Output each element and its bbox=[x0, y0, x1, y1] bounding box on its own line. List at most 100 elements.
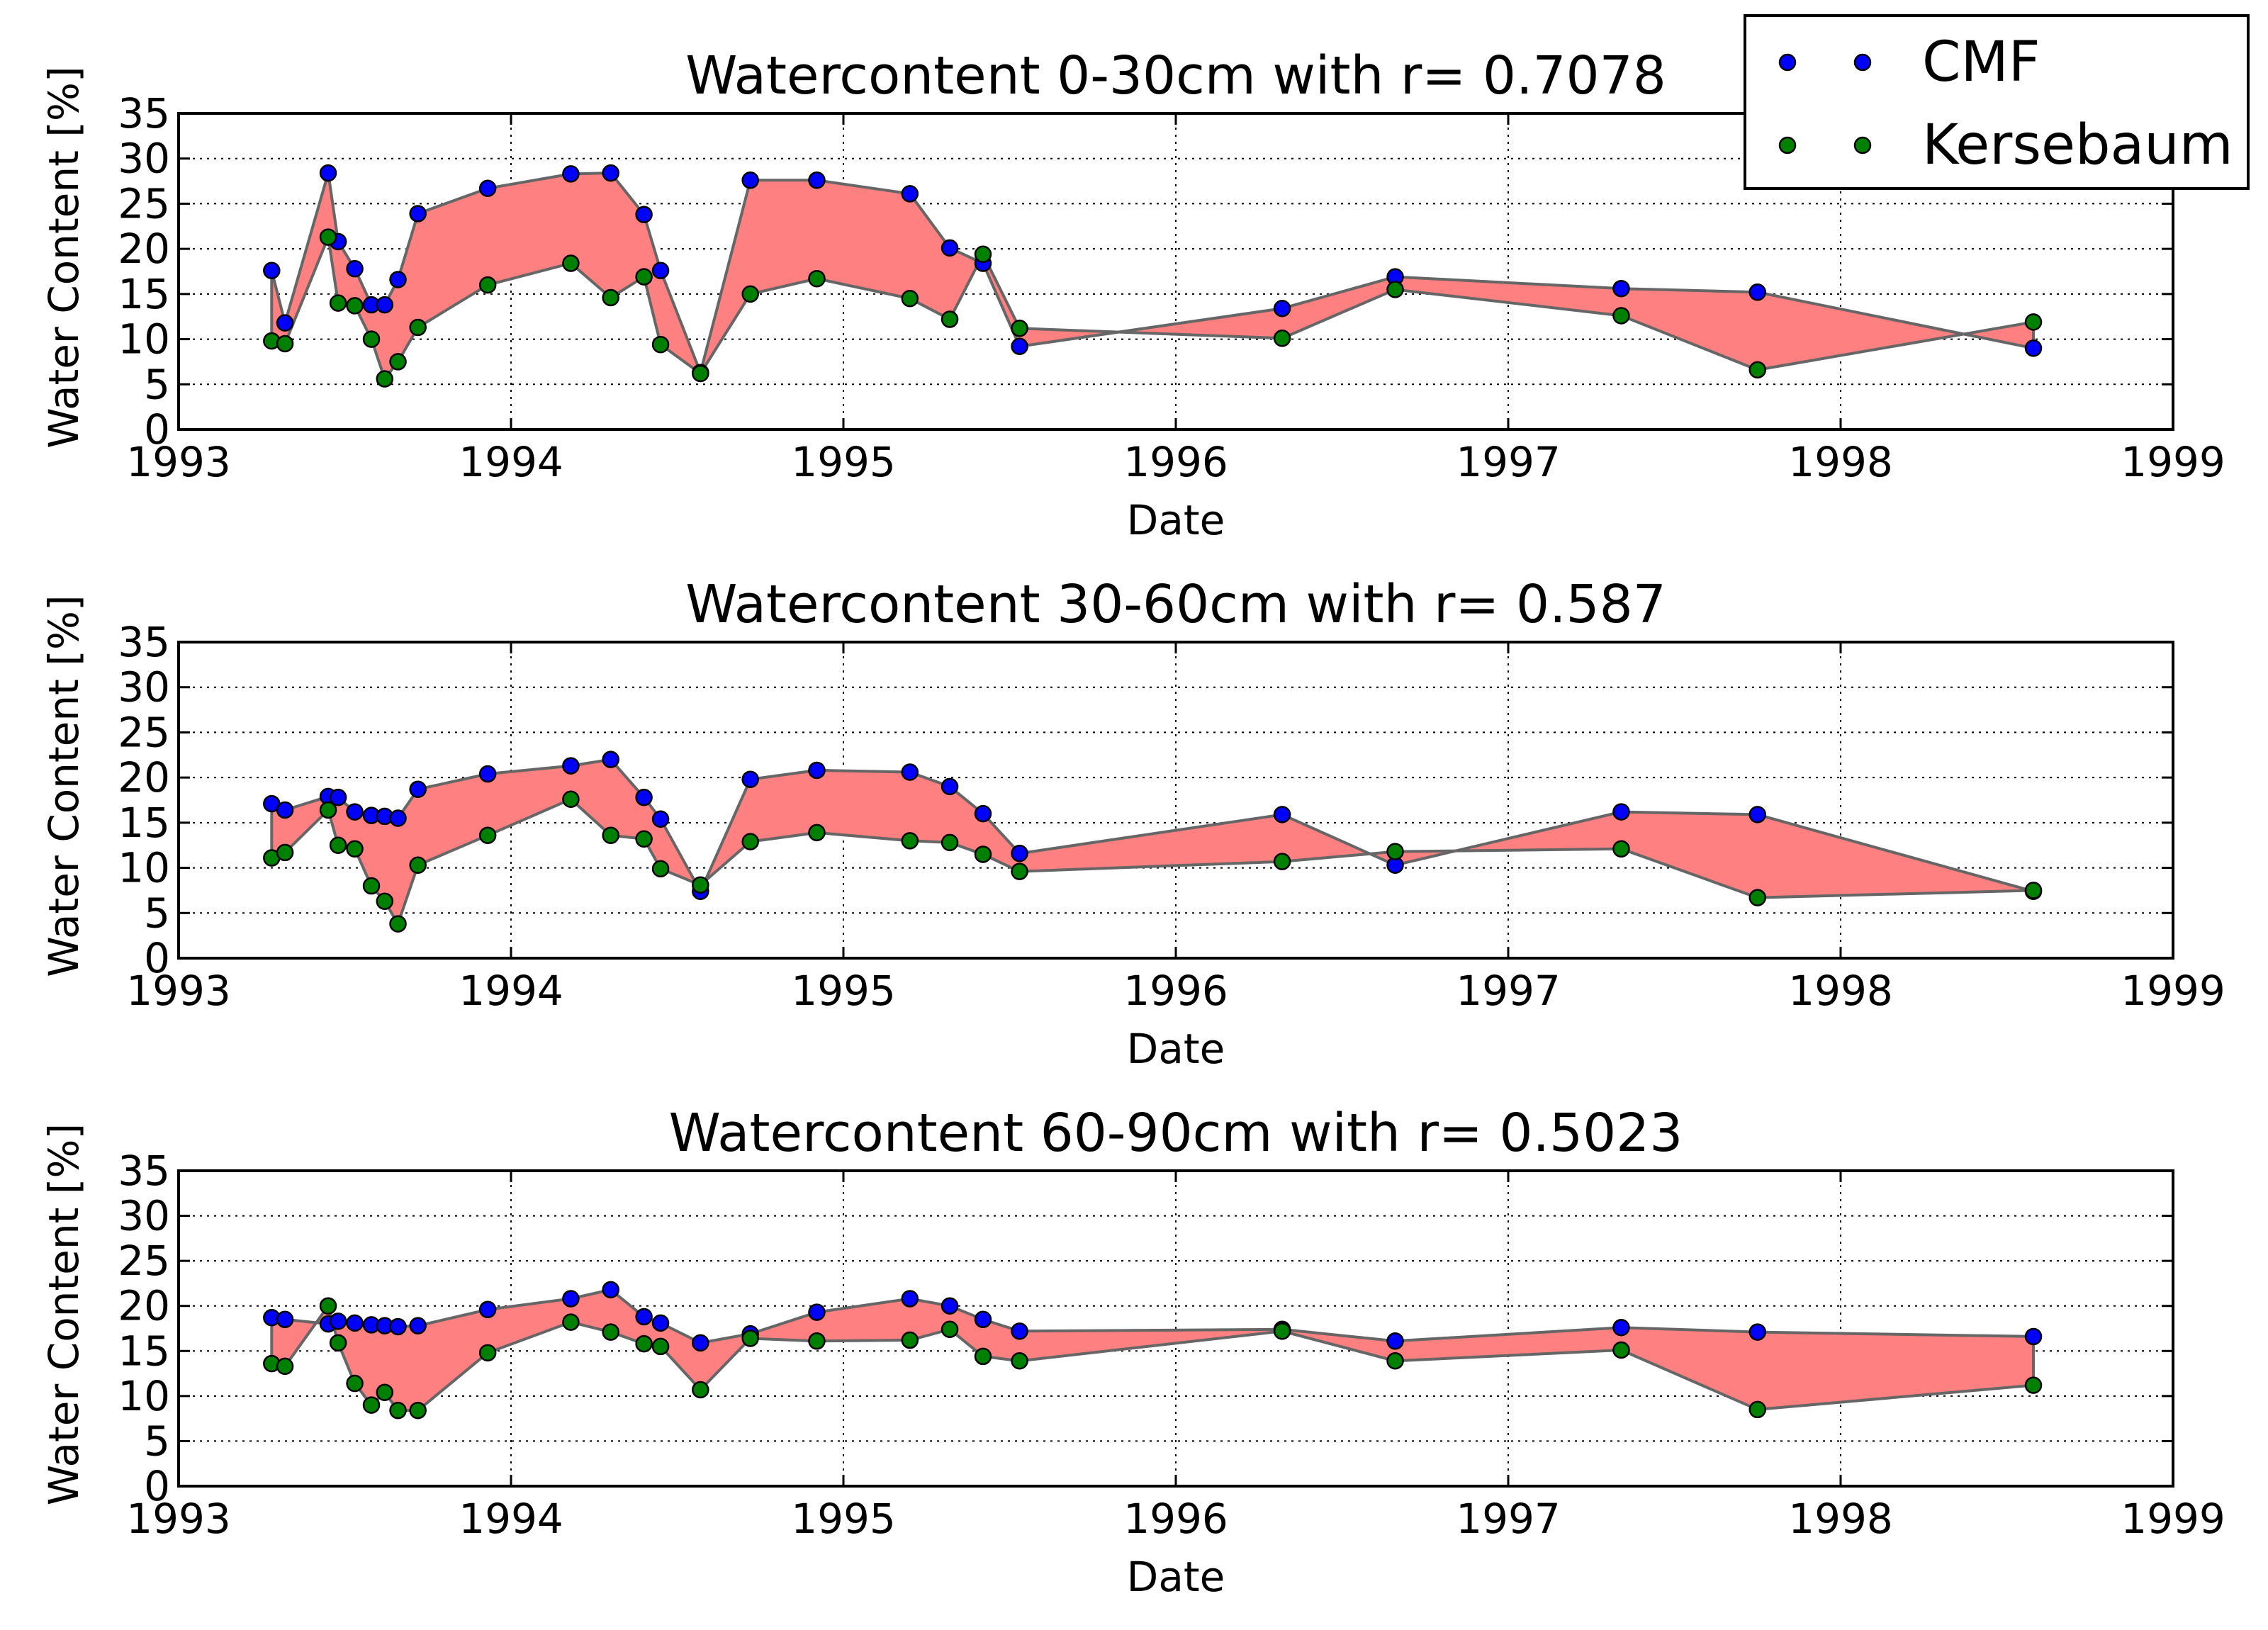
y-tick-label: 25 bbox=[118, 1237, 170, 1285]
marker-kersebaum bbox=[562, 254, 580, 272]
marker-kersebaum bbox=[409, 318, 427, 337]
y-tick-label: 5 bbox=[144, 360, 170, 408]
marker-cmf bbox=[974, 804, 992, 823]
marker-cmf bbox=[2024, 339, 2043, 357]
marker-cmf bbox=[319, 164, 337, 182]
marker-cmf bbox=[478, 179, 497, 198]
x-axis-label: Date bbox=[1127, 1025, 1225, 1073]
y-tick-label: 25 bbox=[118, 179, 170, 227]
marker-kersebaum bbox=[409, 856, 427, 874]
marker-cmf bbox=[651, 810, 670, 828]
marker-kersebaum bbox=[941, 833, 959, 852]
y-tick-label: 30 bbox=[118, 1192, 170, 1240]
marker-cmf bbox=[602, 751, 619, 768]
y-axis-label: Water Content [%] bbox=[40, 66, 88, 448]
marker-cmf bbox=[635, 788, 653, 806]
marker-kersebaum bbox=[602, 1323, 619, 1341]
marker-cmf bbox=[1273, 299, 1291, 317]
x-tick-label: 1998 bbox=[1788, 1495, 1893, 1543]
marker-kersebaum bbox=[2024, 313, 2043, 331]
marker-kersebaum bbox=[692, 876, 709, 894]
marker-kersebaum bbox=[941, 310, 959, 328]
marker-kersebaum bbox=[329, 294, 347, 312]
marker-cmf bbox=[808, 761, 826, 780]
x-tick-label: 1994 bbox=[459, 438, 563, 486]
legend-marker-cmf bbox=[1778, 53, 1797, 72]
marker-cmf bbox=[346, 259, 364, 278]
marker-kersebaum bbox=[276, 335, 294, 353]
marker-kersebaum bbox=[346, 1374, 364, 1393]
marker-kersebaum bbox=[692, 1381, 709, 1399]
x-tick-label: 1993 bbox=[126, 967, 231, 1015]
y-tick-label: 20 bbox=[118, 1282, 170, 1330]
marker-cmf bbox=[1011, 337, 1028, 356]
series-kersebaum bbox=[263, 228, 2043, 388]
marker-cmf bbox=[409, 205, 427, 223]
marker-cmf bbox=[389, 1317, 407, 1336]
marker-kersebaum bbox=[635, 830, 653, 848]
marker-cmf bbox=[974, 1310, 992, 1329]
y-tick-label: 15 bbox=[118, 270, 170, 318]
marker-cmf bbox=[276, 1310, 294, 1329]
x-tick-label: 1997 bbox=[1456, 967, 1561, 1015]
y-tick-label: 0 bbox=[144, 405, 170, 454]
marker-kersebaum bbox=[1386, 843, 1404, 860]
marker-cmf bbox=[635, 1308, 653, 1326]
marker-kersebaum bbox=[2024, 1376, 2043, 1394]
y-tick-label: 15 bbox=[118, 1327, 170, 1375]
series-cmf bbox=[263, 751, 2043, 900]
marker-cmf bbox=[562, 757, 580, 775]
legend-marker-kersebaum bbox=[1778, 136, 1797, 154]
marker-kersebaum bbox=[602, 826, 619, 844]
y-axis-label: Water Content [%] bbox=[40, 595, 88, 977]
chart-title: Watercontent 60-90cm with r= 0.5023 bbox=[669, 1103, 1683, 1164]
marker-kersebaum bbox=[1748, 361, 1766, 379]
x-tick-label: 1999 bbox=[2121, 1495, 2225, 1543]
marker-cmf bbox=[741, 770, 759, 788]
marker-kersebaum bbox=[1011, 862, 1028, 880]
marker-kersebaum bbox=[346, 840, 364, 858]
x-tick-label: 1998 bbox=[1788, 438, 1893, 486]
x-axis-label: Date bbox=[1127, 1553, 1225, 1601]
marker-cmf bbox=[478, 1300, 497, 1319]
marker-cmf bbox=[409, 1317, 427, 1334]
y-tick-label: 35 bbox=[118, 618, 170, 666]
marker-cmf bbox=[276, 314, 294, 332]
marker-kersebaum bbox=[1273, 330, 1291, 347]
x-tick-label: 1994 bbox=[459, 1495, 563, 1543]
marker-cmf bbox=[901, 185, 919, 203]
y-tick-label: 0 bbox=[144, 1462, 170, 1510]
marker-cmf bbox=[346, 803, 364, 821]
x-tick-label: 1996 bbox=[1123, 438, 1228, 486]
x-tick-label: 1999 bbox=[2121, 438, 2225, 486]
chart-title: Watercontent 0-30cm with r= 0.7078 bbox=[685, 45, 1666, 106]
marker-kersebaum bbox=[974, 245, 992, 264]
marker-kersebaum bbox=[478, 276, 497, 294]
marker-cmf bbox=[901, 763, 919, 781]
x-tick-label: 1995 bbox=[791, 1495, 896, 1543]
marker-kersebaum bbox=[808, 1332, 826, 1350]
marker-cmf bbox=[1011, 844, 1028, 862]
y-tick-label: 5 bbox=[144, 889, 170, 937]
y-tick-label: 10 bbox=[118, 844, 170, 892]
marker-cmf bbox=[346, 1314, 364, 1332]
marker-kersebaum bbox=[741, 1330, 759, 1347]
marker-kersebaum bbox=[319, 801, 337, 819]
marker-cmf bbox=[389, 271, 407, 288]
marker-cmf bbox=[808, 1303, 826, 1321]
series-cmf bbox=[263, 164, 2043, 381]
marker-kersebaum bbox=[1011, 1352, 1028, 1370]
marker-kersebaum bbox=[1612, 840, 1630, 858]
marker-cmf bbox=[263, 262, 281, 279]
marker-cmf bbox=[389, 809, 407, 827]
x-tick-label: 1993 bbox=[126, 1495, 231, 1543]
marker-kersebaum bbox=[1748, 889, 1766, 906]
legend-marker-kersebaum bbox=[1853, 136, 1872, 154]
y-tick-label: 5 bbox=[144, 1417, 170, 1465]
marker-cmf bbox=[635, 206, 653, 223]
x-tick-label: 1995 bbox=[791, 438, 896, 486]
marker-kersebaum bbox=[651, 1337, 670, 1356]
marker-kersebaum bbox=[901, 289, 919, 308]
marker-kersebaum bbox=[319, 228, 337, 246]
